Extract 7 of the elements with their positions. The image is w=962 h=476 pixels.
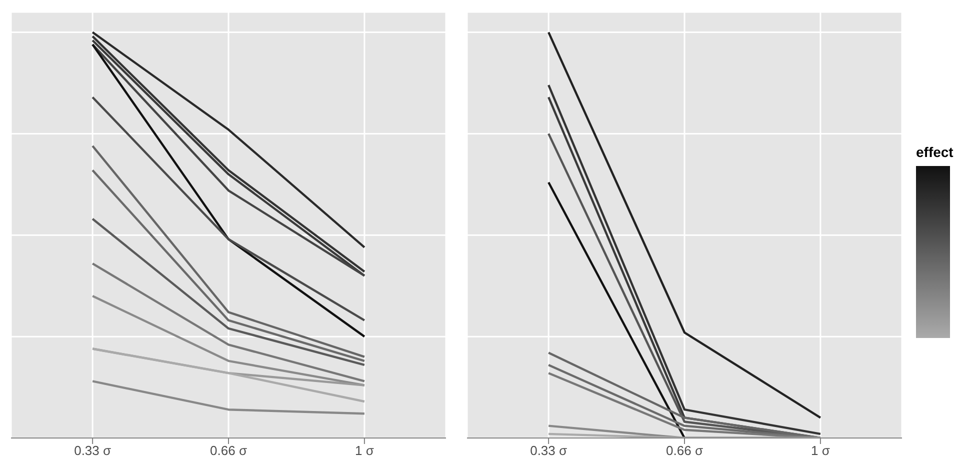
x-tick-label: 0.66 σ	[210, 443, 247, 458]
x-tick-label: 1 σ	[355, 443, 374, 458]
x-tick-label: 0.66 σ	[666, 443, 703, 458]
x-tick-label: 0.33 σ	[74, 443, 112, 458]
x-tick-label: 0.33 σ	[530, 443, 568, 458]
x-tick-label: 1 σ	[811, 443, 830, 458]
color-bar-title: effect	[916, 144, 954, 160]
